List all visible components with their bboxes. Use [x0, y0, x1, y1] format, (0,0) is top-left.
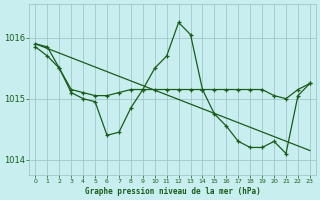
X-axis label: Graphe pression niveau de la mer (hPa): Graphe pression niveau de la mer (hPa) — [85, 187, 260, 196]
